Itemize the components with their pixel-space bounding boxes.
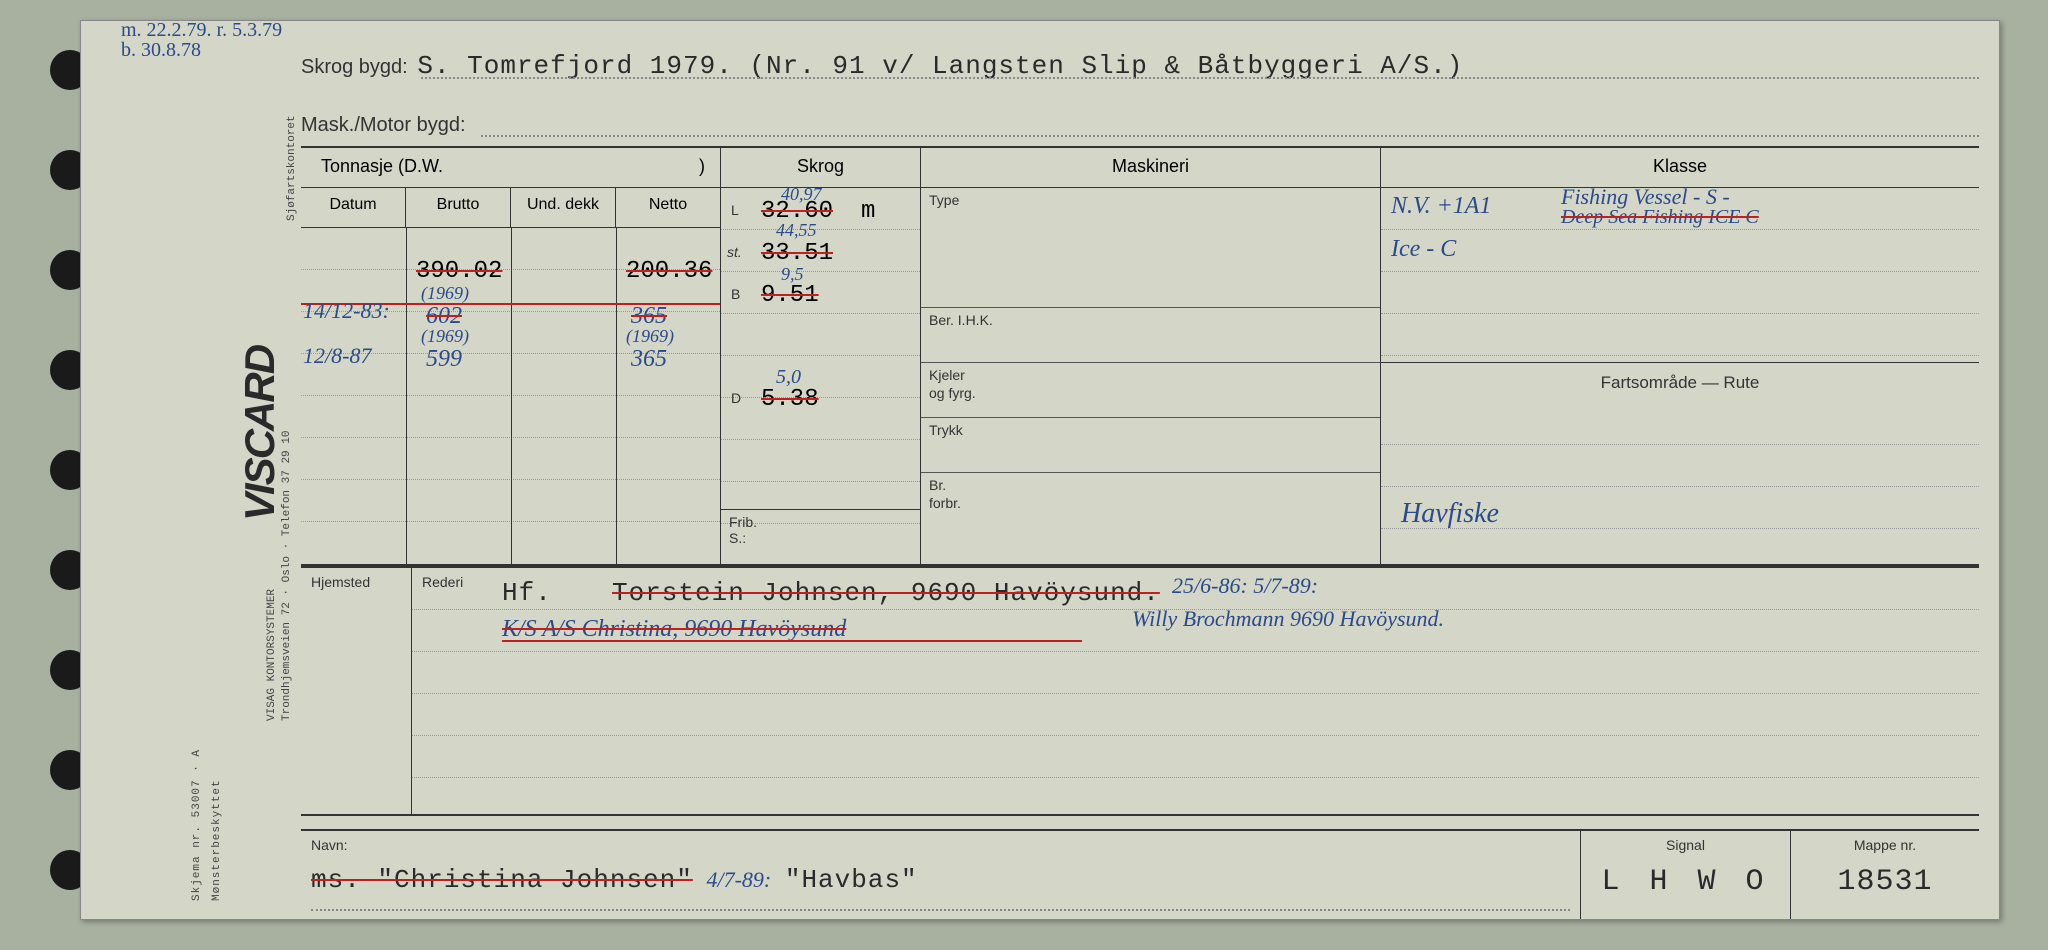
farts-label-text: Fartsområde — Rute <box>1601 373 1760 392</box>
navn-new: "Havbas" <box>785 865 918 895</box>
col-brutto: Brutto <box>406 188 511 227</box>
col-netto: Netto <box>616 188 720 227</box>
netto-3: 365 <box>631 346 667 373</box>
skrog-header: Skrog <box>721 148 920 188</box>
rederi-dates: 25/6-86: 5/7-89: <box>1172 573 1318 599</box>
col-tonnasje: Tonnasje (D.W. ) Datum Brutto Und. dekk … <box>301 148 721 564</box>
col-klasse: Klasse N.V. +1A1 Fishing Vessel - S - De… <box>1381 148 1979 564</box>
skrog-bygd-row: Skrog bygd: S. Tomrefjord 1979. (Nr. 91 … <box>301 31 1979 81</box>
klasse-header: Klasse <box>1381 148 1979 188</box>
B-val: 9.51 <box>761 282 819 309</box>
mask-type: Type <box>929 192 959 208</box>
mappe-box: Mappe nr. 18531 <box>1791 831 1979 919</box>
navn-label: Navn: <box>311 837 1570 853</box>
skrog-bygd-label: Skrog bygd: <box>301 56 408 78</box>
tonnasje-body: 390.02 200.36 14/12-83: (1969) 602 365 (… <box>301 228 720 564</box>
L-below: 44,55 <box>776 220 817 241</box>
tonnasje-header: Tonnasje (D.W. ) <box>301 148 720 188</box>
rederi-line1: Torstein Johnsen, 9690 Havöysund. <box>612 578 1160 608</box>
navn-value: ms. "Christina Johnsen" <box>311 865 693 895</box>
index-card: Sjøfartskontoret VISCARD Skjema nr. 5300… <box>80 20 2000 920</box>
sidebar-visag: VISAG KONTORSYSTEMER <box>266 589 278 721</box>
brutto-3-sub: (1969) <box>421 326 469 347</box>
rederi-line2: K/S A/S Christina, 9690 Havöysund <box>502 616 846 643</box>
form-area: Skrog bygd: S. Tomrefjord 1979. (Nr. 91 … <box>301 21 1979 919</box>
netto-1: 200.36 <box>626 258 712 285</box>
signal-value: L H W O <box>1591 865 1780 899</box>
tonnasje-header-text: Tonnasje (D.W. <box>321 156 443 176</box>
brand-logo: VISCARD <box>236 346 284 521</box>
datum-3: 12/8-87 <box>303 343 371 369</box>
bottom-row: Navn: ms. "Christina Johnsen" 4/7-89: "H… <box>301 829 1979 919</box>
col-datum: Datum <box>301 188 406 227</box>
sidebar-sjofart: Sjøfartskontoret <box>286 115 298 221</box>
farts-value: Havfiske <box>1401 498 1499 530</box>
mappe-value: 18531 <box>1801 865 1969 899</box>
klasse-line1: N.V. +1A1 <box>1391 193 1491 220</box>
main-grid: Tonnasje (D.W. ) Datum Brutto Und. dekk … <box>301 146 1979 566</box>
col-skrog: Skrog 40,97 L 32.60 m 44,55 st. 33.51 9,… <box>721 148 921 564</box>
L-label: L <box>731 202 739 218</box>
navn-date: 4/7-89: <box>706 867 771 892</box>
st-val: 33.51 <box>761 240 833 267</box>
datum-2: 14/12-83: <box>303 298 390 324</box>
brutto-1: 390.02 <box>416 258 502 285</box>
mask-ber: Ber. I.H.K. <box>929 312 993 328</box>
frib-label: Frib. S.: <box>729 514 757 546</box>
hjemsted-label: Hjemsted <box>311 574 370 590</box>
klasse-line2: Ice - C <box>1391 236 1456 263</box>
klasse-line1-struck: Deep Sea Fishing ICE C <box>1561 206 1759 229</box>
sidebar-skjema: Skjema nr. 53007 · A <box>191 749 203 901</box>
tonnasje-header-close: ) <box>699 156 705 177</box>
B-label: B <box>731 286 740 302</box>
sidebar-address: Trondhjemsveien 72 · Oslo · Telefon 37 2… <box>281 431 293 721</box>
sidebar-monster: Mønsterbeskyttet <box>211 779 223 901</box>
tonnasje-subheader: Datum Brutto Und. dekk Netto <box>301 188 720 228</box>
st-label: st. <box>727 244 742 260</box>
L-unit: m <box>861 198 875 225</box>
D-val: 5.38 <box>761 386 819 413</box>
mask-br: Br. forbr. <box>929 477 961 511</box>
signal-label: Signal <box>1591 837 1780 853</box>
top-note-2: b. 30.8.78 <box>121 39 201 62</box>
mask-kjeler: Kjeler og fyrg. <box>929 367 976 401</box>
brutto-3: 599 <box>426 346 462 373</box>
mask-motor-label: Mask./Motor bygd: <box>301 114 466 136</box>
hf: Hf. <box>502 578 552 608</box>
rederi-box: Rederi Hf. Torstein Johnsen, 9690 Havöys… <box>411 568 1979 814</box>
signal-box: Signal L H W O <box>1581 831 1791 919</box>
rederi-line2-right: Willy Brochmann 9690 Havöysund. <box>1132 606 1444 632</box>
brutto-2-sub: (1969) <box>421 283 469 304</box>
mask-trykk: Trykk <box>929 422 963 438</box>
farts-label: Fartsområde — Rute <box>1381 363 1979 403</box>
D-label: D <box>731 390 741 406</box>
navn-box: Navn: ms. "Christina Johnsen" 4/7-89: "H… <box>301 831 1581 919</box>
mappe-label: Mappe nr. <box>1801 837 1969 853</box>
hjemsted-row: Hjemsted Rederi Hf. Torstein Johnsen, 96… <box>301 566 1979 816</box>
mask-motor-row: Mask./Motor bygd: <box>301 89 1979 139</box>
netto-2-sub: (1969) <box>626 326 674 347</box>
col-unddekk: Und. dekk <box>511 188 616 227</box>
col-maskineri: Maskineri Type Ber. I.H.K. Kjeler og fyr… <box>921 148 1381 564</box>
maskineri-header: Maskineri <box>921 148 1380 188</box>
